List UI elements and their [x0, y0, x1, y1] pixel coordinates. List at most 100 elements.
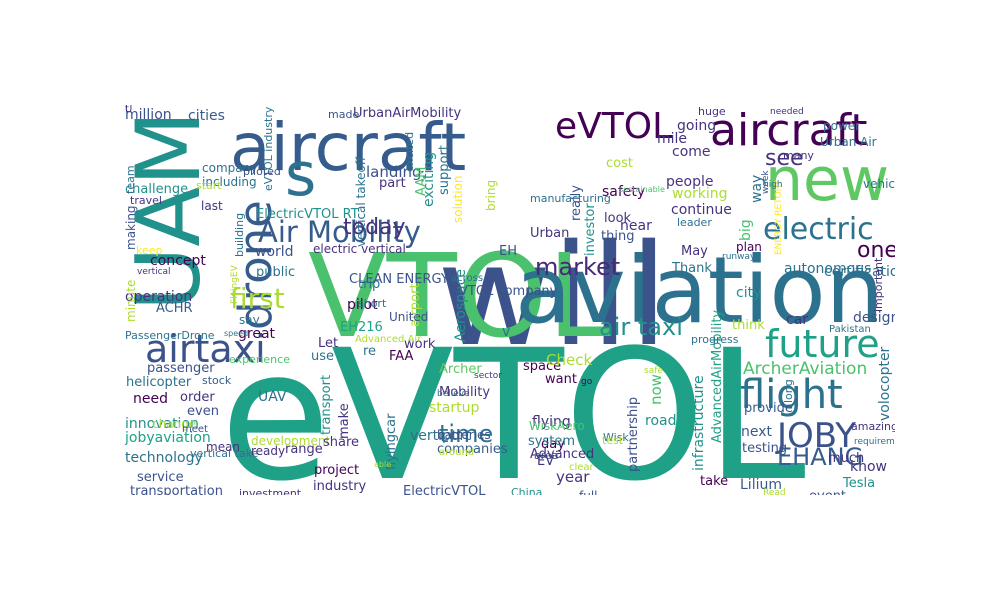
word-cloud-word: Advanced Air: [355, 334, 422, 345]
word-cloud-word: ArcherAviation: [743, 359, 868, 379]
word-cloud-word: design: [853, 310, 895, 326]
word-cloud-word: believe: [437, 389, 470, 399]
word-cloud-word: innovation: [125, 416, 199, 432]
word-cloud-word: need: [133, 391, 168, 407]
word-cloud-word: China: [511, 486, 543, 495]
word-cloud-word: UrbanAirMobility: [353, 106, 462, 121]
word-cloud-word: needed: [770, 107, 804, 117]
word-cloud-word: Pakistan: [829, 324, 871, 335]
word-cloud-word: service: [137, 470, 184, 485]
word-cloud-word: come: [672, 144, 711, 160]
word-cloud-word: safety: [602, 184, 646, 200]
word-cloud-word: experience: [229, 353, 290, 366]
word-cloud-word: today: [343, 215, 406, 240]
word-cloud-word: bring: [484, 179, 498, 211]
word-cloud-word: road: [645, 413, 677, 429]
word-cloud-word: stock: [202, 374, 232, 387]
word-cloud-word: industry: [313, 479, 367, 494]
word-cloud-word: United: [389, 310, 429, 324]
word-cloud-word: electric: [763, 212, 874, 247]
word-cloud-word: part: [379, 176, 406, 191]
word-cloud-word: companies: [437, 442, 508, 457]
word-cloud-word: May: [681, 244, 708, 259]
word-cloud-word: will: [437, 215, 669, 378]
word-cloud-word: WiskAero: [529, 419, 585, 433]
word-cloud-word: go: [581, 377, 593, 387]
word-cloud-word: Urban: [530, 226, 570, 241]
word-cloud-word: now: [647, 374, 665, 405]
word-cloud-word: people: [666, 174, 714, 190]
word-cloud-word: able: [374, 460, 392, 469]
word-cloud-word: plan: [736, 240, 762, 254]
word-cloud-word: even: [187, 404, 219, 419]
word-cloud-word: time: [439, 420, 494, 448]
word-cloud-word: ready: [251, 444, 286, 458]
word-cloud-word: thing: [601, 229, 635, 244]
word-cloud-word: year: [556, 468, 590, 486]
word-cloud-word: continue: [671, 202, 732, 218]
word-cloud-word: flight: [740, 372, 843, 418]
word-cloud-word: high: [763, 180, 783, 190]
word-cloud-word: air taxi: [599, 313, 683, 341]
word-cloud-word: big: [738, 219, 754, 241]
word-cloud-word: across: [451, 273, 484, 284]
word-cloud-word: development: [251, 434, 331, 448]
word-cloud-word: want: [545, 372, 577, 387]
word-cloud-word: leader: [677, 216, 712, 229]
word-cloud-word: city: [736, 285, 762, 301]
word-cloud-word: look: [604, 211, 632, 226]
word-cloud-word: new: [765, 145, 890, 215]
word-cloud-word: pilot: [347, 297, 378, 313]
word-cloud-word: mile: [657, 131, 688, 147]
word-cloud-word: order: [180, 390, 215, 405]
word-cloud-word: see: [765, 146, 804, 171]
word-cloud-word: ElectricVTOL RT: [256, 207, 359, 222]
word-cloud-word: event: [809, 490, 846, 495]
word-cloud-word: EV: [537, 454, 555, 469]
word-cloud-word: aircraft: [230, 109, 467, 186]
word-cloud-word: range: [285, 442, 323, 457]
word-cloud-word: eVTOL industry: [262, 106, 275, 191]
word-cloud-word: Let: [318, 336, 339, 351]
word-cloud-word: vertical: [137, 267, 171, 277]
word-cloud-word: project: [314, 463, 360, 478]
word-cloud-word: EH: [499, 244, 517, 259]
word-cloud-word: concept: [150, 253, 206, 269]
word-cloud-word: startup: [429, 400, 480, 416]
word-cloud-word: clear: [569, 462, 594, 473]
word-cloud-word: start: [196, 179, 222, 192]
word-cloud-word: transport: [319, 374, 334, 435]
word-cloud-word: speed: [224, 329, 249, 338]
word-cloud-word: eVTOL company: [451, 284, 558, 299]
word-cloud-word: area: [534, 449, 559, 462]
word-cloud-word: challenge: [125, 182, 189, 197]
word-cloud-word: Thank: [672, 261, 712, 276]
word-cloud-word: long: [782, 379, 795, 403]
word-cloud-word: Tesla: [843, 476, 876, 491]
word-cloud-word: minute: [125, 279, 138, 322]
word-cloud-word: including: [202, 175, 257, 189]
word-cloud-word: one: [857, 238, 895, 263]
word-cloud-word: partnership: [626, 396, 641, 472]
word-cloud-word: company: [202, 161, 258, 175]
word-cloud-word: say: [239, 313, 260, 327]
word-cloud-word: UAV: [258, 389, 287, 405]
word-cloud-word: batteries: [437, 428, 491, 442]
word-cloud-word: U: [125, 105, 133, 115]
word-cloud-word: Check: [546, 351, 593, 369]
word-cloud-word: future: [765, 322, 880, 366]
word-cloud-word: UAM: [125, 110, 220, 311]
word-cloud-word: requirement: [854, 437, 895, 447]
word-cloud-word: last: [201, 199, 223, 213]
word-cloud-word: s: [285, 140, 317, 210]
word-cloud-word: full: [579, 490, 598, 495]
word-cloud-word: re: [363, 344, 377, 359]
word-cloud-word: flying: [532, 414, 571, 430]
word-cloud-word: aviation: [515, 237, 884, 344]
word-cloud-word: change: [152, 417, 197, 431]
word-cloud-word: piloted: [243, 165, 281, 178]
word-cloud-word: team: [125, 165, 137, 194]
word-cloud-word: provide: [744, 401, 793, 416]
word-cloud-word: sector: [474, 371, 502, 381]
word-cloud-word: world: [255, 244, 294, 260]
